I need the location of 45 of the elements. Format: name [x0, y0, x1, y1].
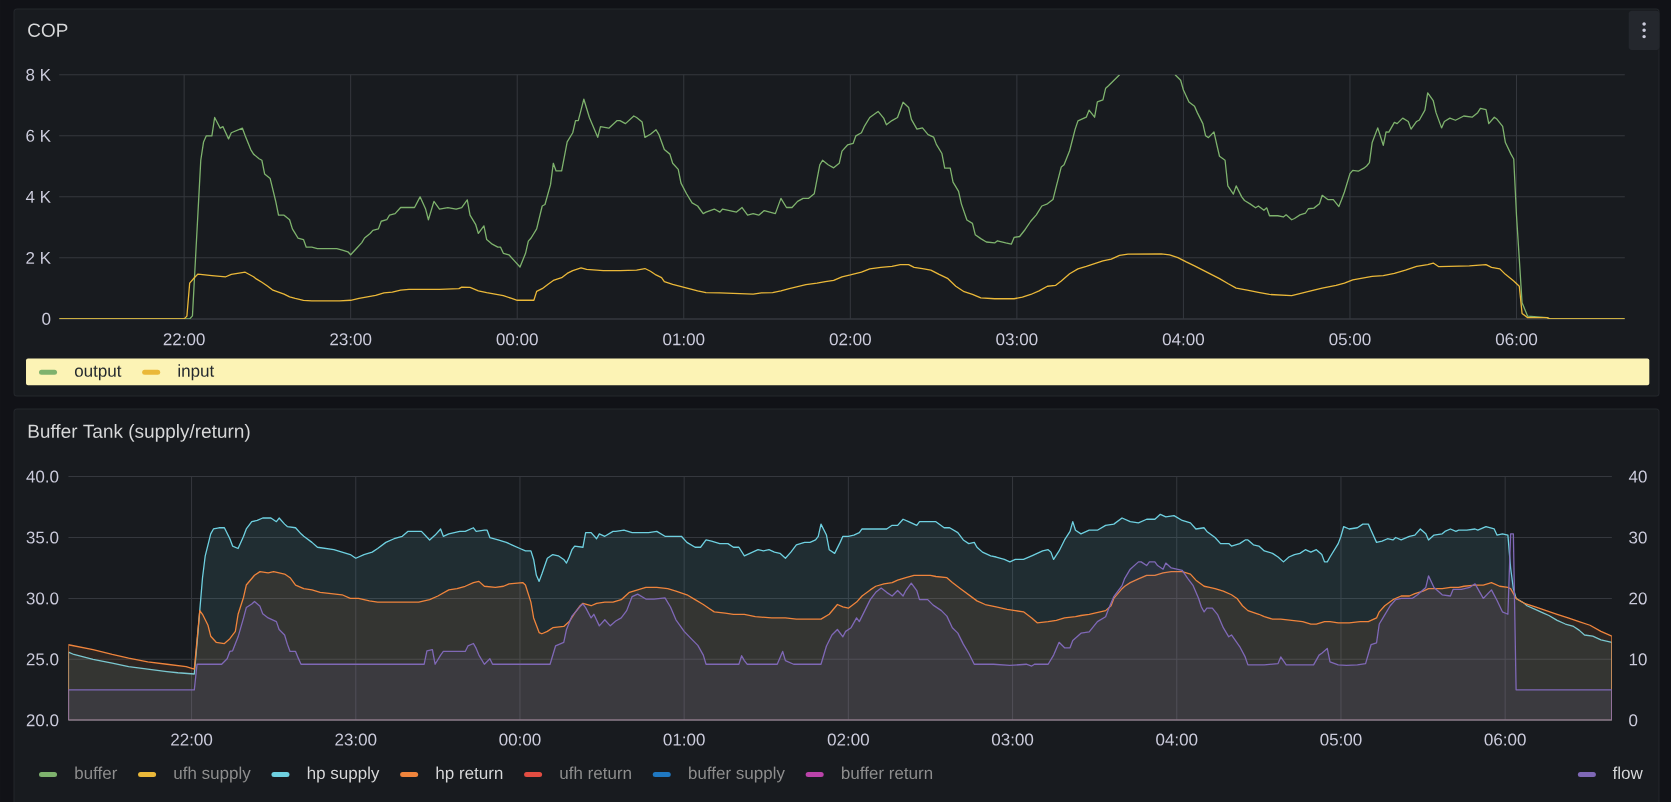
y2-tick-label: 40 [1628, 470, 1647, 483]
legend-label: ufh return [560, 766, 631, 780]
x-tick-label: 01:00 [663, 333, 705, 346]
chart-title: Buffer Tank (supply/return) [28, 424, 250, 442]
legend-label: input [178, 364, 215, 381]
x-tick-label: 22:00 [163, 333, 205, 346]
legend-label: flow [1612, 766, 1643, 780]
y2-tick-label: 20 [1629, 592, 1647, 605]
y-tick-label: 25.0 [26, 653, 59, 666]
y2-tick-label: 30 [1629, 531, 1647, 544]
x-tick-label: 00:00 [496, 333, 538, 346]
legend-label: hp supply [307, 766, 380, 783]
x-tick-label: 06:00 [1484, 733, 1526, 746]
legend-label: buffer supply [689, 766, 785, 783]
x-tick-label: 05:00 [1320, 733, 1362, 746]
x-tick-label: 02:00 [827, 733, 869, 746]
x-tick-label: 01:00 [663, 733, 705, 746]
x-tick-label: 06:00 [1495, 333, 1538, 346]
y2-tick-label: 0 [1629, 714, 1638, 727]
x-tick-label: 23:00 [330, 333, 372, 346]
x-tick-label: 22:00 [171, 733, 213, 746]
x-tick-label: 04:00 [1162, 333, 1205, 346]
x-tick-label: 02:00 [829, 333, 871, 346]
y-tick-label: 35.0 [26, 531, 59, 544]
y-tick-label: 20.0 [26, 714, 59, 727]
x-tick-label: 23:00 [335, 733, 377, 746]
legend-label: buffer return [841, 766, 933, 780]
x-tick-label: 03:00 [991, 733, 1034, 746]
legend-label: ufh supply [174, 766, 251, 783]
legend-label: buffer [75, 766, 118, 780]
y-tick-label: 30.0 [26, 592, 59, 605]
y-tick-label: 40.0 [26, 470, 59, 483]
x-tick-label: 05:00 [1329, 333, 1371, 346]
chart-title: COP [28, 23, 68, 37]
x-tick-label: 04:00 [1156, 733, 1198, 746]
y-tick-label: 4 K [25, 190, 51, 203]
y-tick-label: 6 K [26, 129, 51, 142]
y-tick-label: 0 [42, 312, 51, 325]
x-tick-label: 03:00 [996, 333, 1038, 346]
y-tick-label: 2 K [26, 251, 51, 264]
y2-tick-label: 10 [1629, 653, 1647, 666]
x-tick-label: 00:00 [499, 733, 541, 746]
legend-label: output [74, 365, 122, 381]
legend-label: hp return [436, 766, 503, 783]
y-tick-label: 8 K [26, 68, 51, 81]
